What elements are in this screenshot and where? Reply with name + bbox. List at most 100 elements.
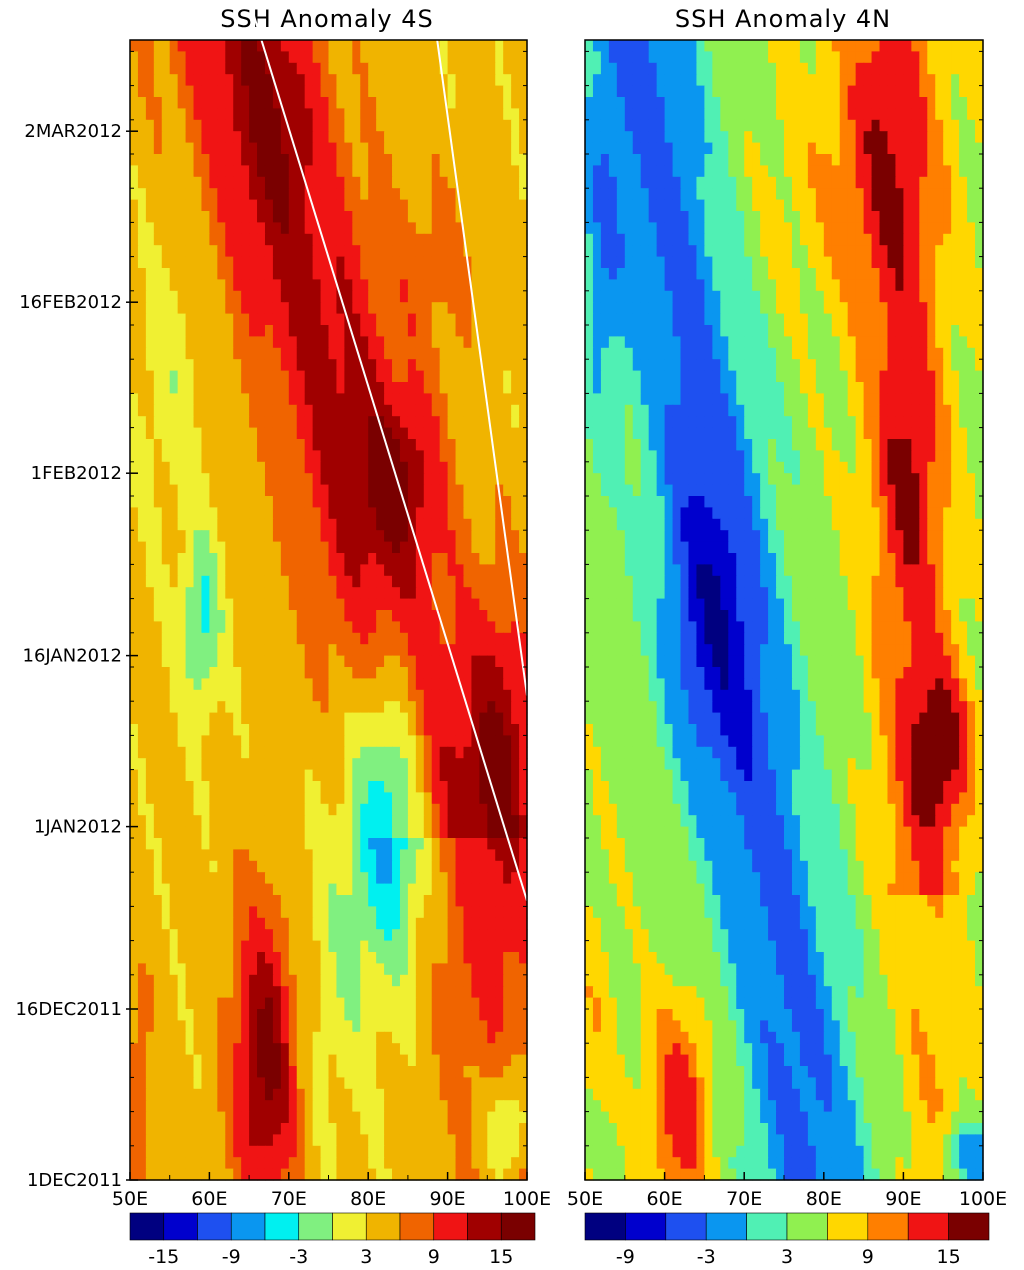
heatmap-cell [511,940,520,953]
heatmap-cell [431,1077,441,1090]
heatmap-cell [264,199,274,212]
heatmap-cell [503,154,512,166]
heatmap-cell [296,233,306,246]
heatmap-cell [280,268,290,280]
heatmap-cell [145,51,155,64]
heatmap-cell [384,929,393,942]
heatmap-cell [137,838,147,850]
heatmap-cell [407,860,417,873]
heatmap-cell [519,416,528,429]
heatmap-cell [209,724,218,736]
heatmap-cell [225,222,234,235]
heatmap-cell [479,165,488,178]
heatmap-cell [360,131,369,144]
heatmap-cell [479,382,488,394]
heatmap-cell [312,575,322,588]
heatmap-cell [177,473,187,486]
heatmap-cell [511,621,520,634]
heatmap-cell [241,598,250,611]
heatmap-cell [272,404,282,417]
heatmap-cell [511,1054,520,1067]
heatmap-cell [304,621,314,634]
heatmap-cell [487,678,496,691]
heatmap-cell [511,1123,520,1135]
heatmap-cell [352,952,361,964]
heatmap-cell [209,826,218,839]
heatmap-cell [161,176,171,189]
heatmap-cell [193,313,203,326]
heatmap-cell [304,245,314,258]
heatmap-cell [257,97,266,109]
heatmap-cell [479,940,488,953]
heatmap-cell [209,1123,218,1135]
heatmap-cell [225,62,234,75]
heatmap-cell [304,974,314,987]
heatmap-cell [479,359,488,372]
heatmap-cell [439,1145,449,1158]
heatmap-cell [249,427,258,440]
heatmap-cell [153,746,163,759]
heatmap-cell [336,1054,345,1067]
heatmap-cell [487,792,496,805]
heatmap-cell [423,917,433,930]
heatmap-cell [360,1111,369,1124]
heatmap-cell [249,450,258,463]
heatmap-cell [312,1168,322,1181]
heatmap-cell [249,51,258,64]
heatmap-cell [344,1066,353,1078]
heatmap-cell [153,986,163,999]
heatmap-cell [415,598,425,611]
heatmap-cell [257,85,266,98]
heatmap-cell [376,724,385,736]
heatmap-cell [423,518,433,531]
heatmap-cell [503,1043,512,1056]
heatmap-cell [328,575,338,588]
heatmap-cell [312,860,322,873]
heatmap-cell [407,826,417,839]
heatmap-cell [209,1020,218,1033]
heatmap-cell [487,1111,496,1124]
heatmap-cell [519,211,528,223]
heatmap-cell [177,325,187,337]
heatmap-cell [455,621,465,634]
heatmap-cell [439,40,449,52]
heatmap-cell [384,359,393,372]
heatmap-cell [328,1111,338,1124]
heatmap-cell [145,997,155,1010]
heatmap-cell [392,952,401,964]
heatmap-cell [447,1157,457,1170]
heatmap-cell [153,598,163,611]
heatmap-cell [511,906,520,919]
heatmap-cell [328,849,338,862]
heatmap-cell [130,62,139,75]
heatmap-cell [241,199,250,212]
heatmap-cell [328,85,338,98]
heatmap-cell [217,906,226,919]
heatmap-cell [296,313,306,326]
heatmap-cell [304,279,314,292]
heatmap-cell [471,883,480,896]
heatmap-cell [185,211,195,223]
heatmap-cell [415,655,425,668]
heatmap-cell [304,427,314,440]
heatmap-cell [185,85,195,98]
heatmap-cell [344,735,353,748]
heatmap-cell [288,929,298,942]
heatmap-cell [137,644,147,657]
heatmap-cell [296,154,306,166]
heatmap-cell [455,518,465,531]
heatmap-cell [368,382,377,394]
heatmap-cell [241,290,250,303]
heatmap-cell [264,860,274,873]
heatmap-cell [257,917,266,930]
heatmap-cell [328,1123,338,1135]
heatmap-cell [439,256,449,269]
heatmap-cell [399,119,409,132]
heatmap-cell [431,689,441,702]
heatmap-cell [320,917,330,930]
heatmap-cell [185,1043,195,1056]
heatmap-cell [193,199,203,212]
heatmap-cell [352,1031,361,1044]
heatmap-cell [431,724,441,736]
heatmap-cell [233,1123,242,1135]
